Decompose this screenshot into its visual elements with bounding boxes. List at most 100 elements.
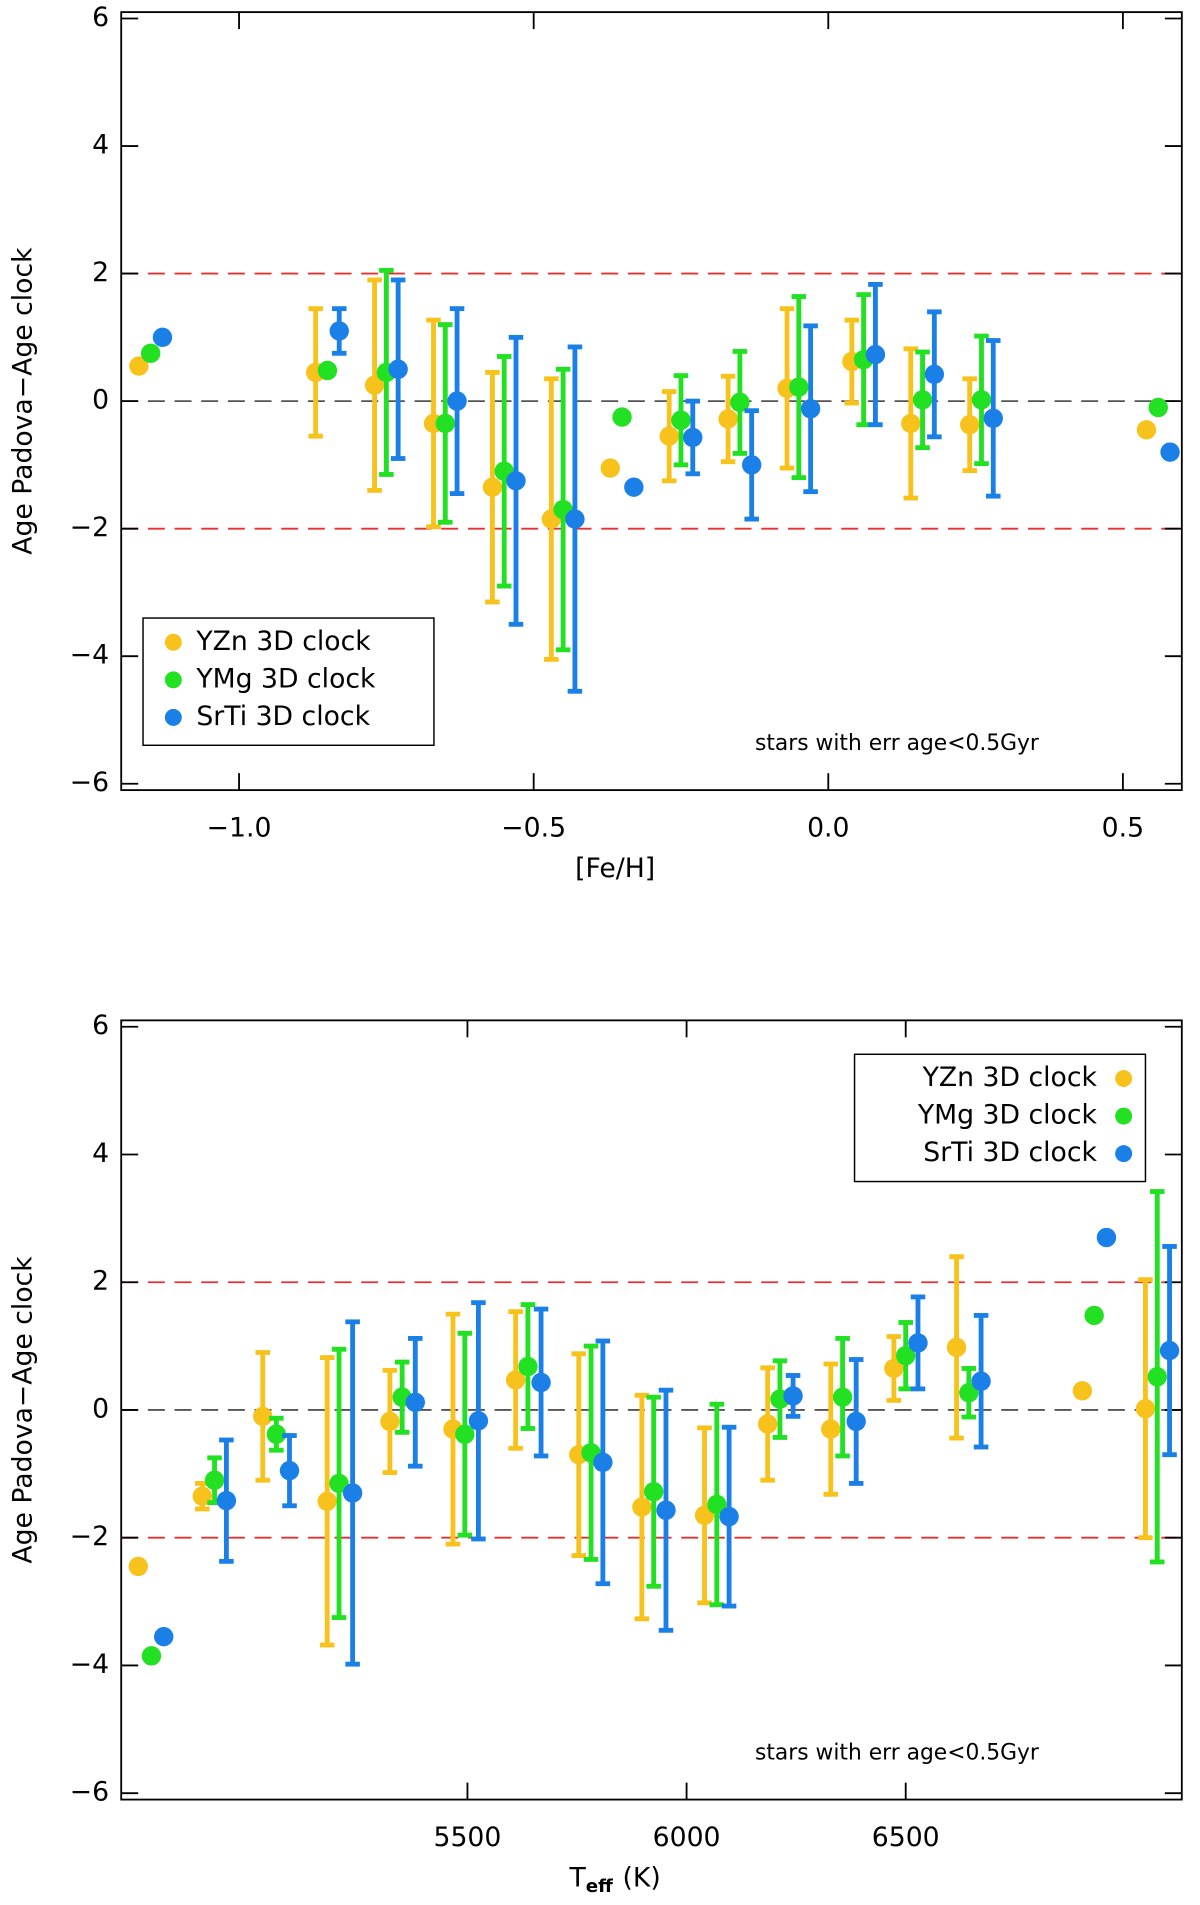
data-point — [707, 1494, 727, 1515]
legend-label: YZn 3D clock — [922, 1062, 1098, 1093]
data-point — [482, 477, 503, 497]
data-point — [821, 1419, 841, 1439]
y-tick-label: 0 — [92, 1393, 109, 1424]
data-point — [846, 1411, 866, 1432]
data-point — [632, 1497, 652, 1517]
data-point — [266, 1424, 287, 1444]
data-point — [624, 477, 644, 497]
data-point — [1096, 1227, 1117, 1248]
data-point — [924, 364, 945, 385]
y-tick-label: 0 — [92, 385, 109, 416]
data-point — [447, 391, 467, 411]
x-tick-label: 6000 — [653, 1822, 721, 1853]
legend-marker — [164, 633, 182, 651]
data-point — [896, 1345, 916, 1366]
data-point — [983, 408, 1003, 429]
y-tick-label: 2 — [92, 257, 109, 288]
x-axis-label-part: eff — [586, 1876, 613, 1897]
data-point — [789, 377, 809, 397]
data-point — [659, 426, 679, 446]
y-tick-label: 4 — [92, 130, 109, 161]
data-point — [506, 471, 526, 491]
data-point — [317, 1491, 337, 1511]
data-point — [140, 343, 161, 363]
data-point — [971, 390, 992, 410]
data-point — [832, 1387, 853, 1407]
data-point — [865, 344, 886, 365]
y-tick-label: −6 — [70, 767, 109, 798]
data-point — [380, 1411, 400, 1432]
data-point — [192, 1486, 212, 1506]
x-axis-label-part: T — [568, 1862, 586, 1893]
data-point — [600, 458, 620, 478]
data-point — [531, 1372, 551, 1393]
data-point — [946, 1337, 967, 1358]
data-point — [565, 509, 585, 529]
y-tick-label: 6 — [92, 2, 109, 33]
y-tick-label: −6 — [70, 1777, 109, 1808]
data-point — [364, 375, 385, 395]
data-point — [1160, 442, 1180, 462]
data-point — [656, 1500, 676, 1520]
data-point — [960, 415, 980, 435]
data-point — [317, 360, 338, 381]
data-point — [971, 1371, 991, 1391]
y-tick-label: 6 — [92, 1010, 109, 1041]
legend-marker — [164, 671, 182, 689]
y-axis-label: Age Padova−Age clock — [8, 1256, 39, 1564]
plot-frame — [120, 1019, 1183, 1801]
legend-marker — [1115, 1145, 1133, 1163]
data-point — [730, 392, 750, 413]
data-point — [644, 1482, 664, 1502]
data-point — [683, 427, 703, 448]
data-point — [435, 413, 455, 434]
data-point — [388, 359, 408, 379]
data-point — [593, 1452, 613, 1473]
legend-label: SrTi 3D clock — [196, 701, 370, 732]
legend-label: YZn 3D clock — [195, 626, 371, 657]
x-tick-label: 5500 — [434, 1822, 502, 1853]
data-point — [908, 1333, 928, 1353]
x-axis-label-part: (K) — [623, 1862, 661, 1893]
data-point — [1148, 397, 1168, 418]
data-point — [455, 1424, 475, 1444]
data-point — [912, 390, 933, 410]
y-axis-label: Age Padova−Age clock — [8, 247, 39, 555]
legend-box — [853, 1053, 1147, 1183]
legend-marker — [1115, 1070, 1133, 1088]
data-point — [342, 1483, 363, 1503]
x-axis-label: Teff (K) — [568, 1862, 660, 1897]
plot-frame — [120, 11, 1183, 792]
x-tick-label: −0.5 — [501, 812, 566, 843]
data-point — [741, 455, 762, 475]
y-tick-label: −2 — [70, 512, 109, 543]
x-axis-label-part: [Fe/H] — [575, 852, 655, 883]
data-point — [505, 1370, 526, 1390]
data-point — [612, 407, 632, 427]
data-point — [329, 321, 349, 341]
y-tick-label: −2 — [70, 1521, 109, 1552]
data-point — [1072, 1381, 1093, 1401]
data-point — [152, 327, 173, 348]
data-point — [279, 1460, 300, 1481]
data-point — [128, 1556, 149, 1577]
y-tick-label: −4 — [70, 640, 109, 671]
data-point — [141, 1646, 162, 1666]
data-point — [129, 356, 149, 376]
y-tick-label: 4 — [92, 1138, 109, 1169]
data-point — [884, 1358, 904, 1379]
data-point — [757, 1414, 778, 1434]
legend-label: YMg 3D clock — [195, 663, 376, 694]
data-point — [959, 1383, 979, 1403]
y-tick-label: −4 — [70, 1649, 109, 1680]
data-point — [901, 413, 921, 434]
data-point — [718, 409, 738, 429]
data-point — [518, 1356, 538, 1377]
data-point — [216, 1490, 237, 1511]
data-point — [405, 1392, 425, 1412]
data-point — [1135, 1398, 1156, 1419]
legend-label: YMg 3D clock — [917, 1100, 1098, 1131]
data-point — [1136, 420, 1157, 440]
y-tick-label: 2 — [92, 1266, 109, 1297]
